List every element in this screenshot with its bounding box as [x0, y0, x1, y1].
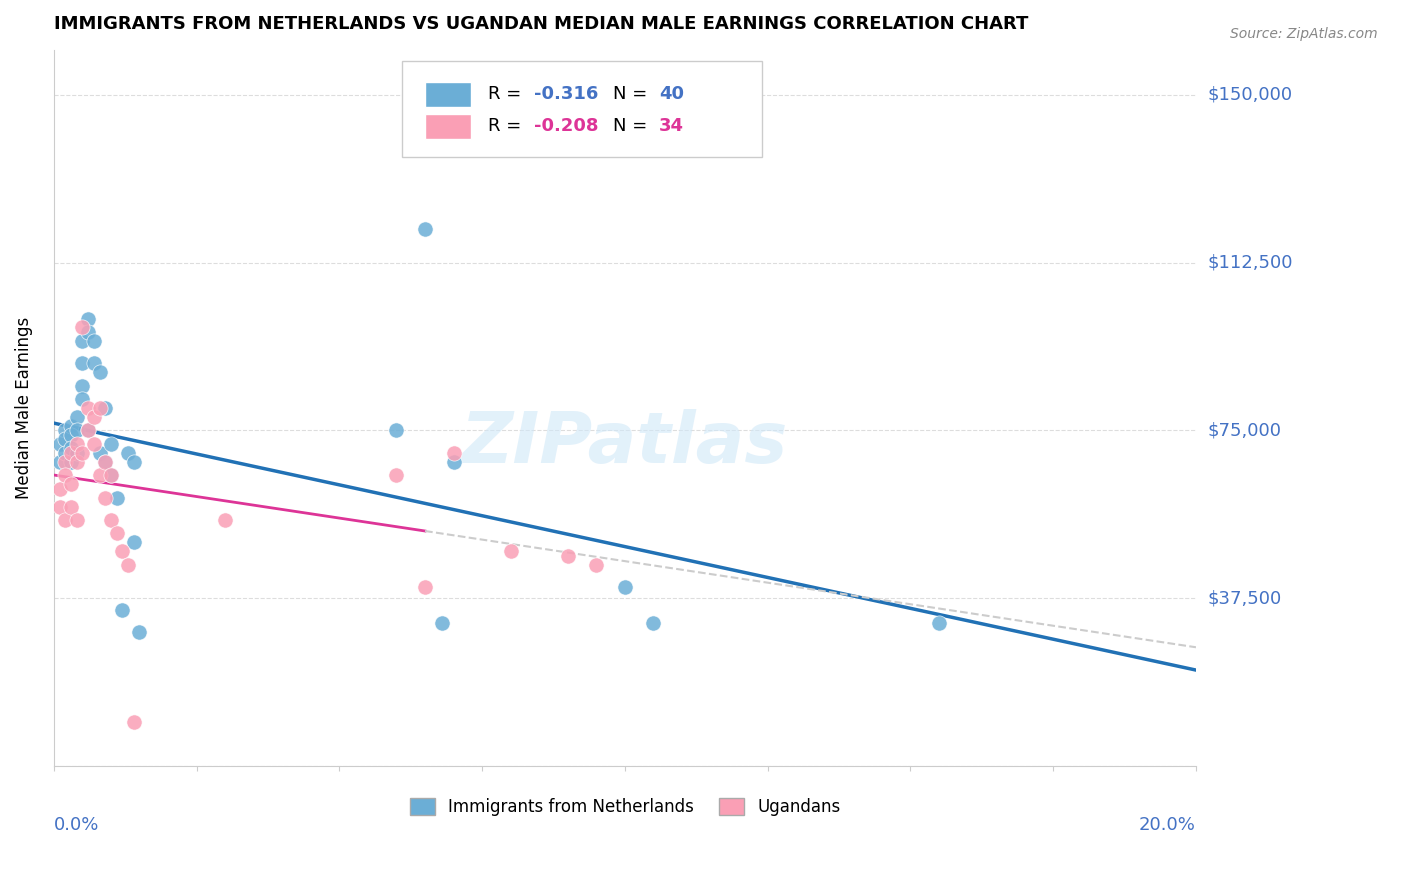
Point [72, 320, 94, 334]
FancyBboxPatch shape [425, 82, 471, 107]
Point [122, 455, 145, 469]
Point [59, 419, 82, 434]
Point [557, 549, 579, 563]
Point [72, 334, 94, 348]
Point [72, 392, 94, 406]
Point [111, 602, 134, 616]
Point [72, 356, 94, 370]
Point [66, 455, 89, 469]
Text: 20.0%: 20.0% [1139, 816, 1197, 835]
Point [100, 468, 122, 483]
Point [122, 714, 145, 729]
Point [53, 424, 76, 438]
Point [117, 558, 139, 572]
Point [499, 544, 522, 558]
Text: R =: R = [488, 86, 527, 103]
Point [100, 468, 122, 483]
Point [128, 624, 150, 639]
Point [385, 424, 408, 438]
Point [48, 437, 70, 451]
Point [66, 410, 89, 425]
Point [53, 433, 76, 447]
Point [105, 491, 128, 505]
Point [59, 477, 82, 491]
Point [94, 491, 117, 505]
Text: N =: N = [613, 118, 654, 136]
Text: 0.0%: 0.0% [53, 816, 100, 835]
Point [59, 500, 82, 514]
Text: IMMIGRANTS FROM NETHERLANDS VS UGANDAN MEDIAN MALE EARNINGS CORRELATION CHART: IMMIGRANTS FROM NETHERLANDS VS UGANDAN M… [53, 15, 1028, 33]
Text: $75,000: $75,000 [1208, 421, 1281, 440]
Point [214, 513, 236, 527]
Point [89, 365, 111, 379]
Point [443, 455, 465, 469]
Point [59, 442, 82, 456]
Point [59, 455, 82, 469]
Point [83, 437, 105, 451]
Point [77, 424, 100, 438]
Point [94, 455, 117, 469]
Point [928, 615, 950, 630]
Point [83, 356, 105, 370]
Text: -0.208: -0.208 [533, 118, 598, 136]
Point [72, 446, 94, 460]
Point [413, 580, 436, 594]
Point [53, 446, 76, 460]
Point [66, 446, 89, 460]
Point [94, 455, 117, 469]
Text: N =: N = [613, 86, 654, 103]
Point [48, 500, 70, 514]
Point [89, 401, 111, 415]
Text: 34: 34 [659, 118, 685, 136]
Point [122, 535, 145, 549]
Text: $37,500: $37,500 [1208, 590, 1281, 607]
Point [613, 580, 636, 594]
Point [53, 455, 76, 469]
Text: R =: R = [488, 118, 527, 136]
Point [643, 615, 665, 630]
Text: $150,000: $150,000 [1208, 86, 1292, 103]
Point [66, 424, 89, 438]
Text: ZIPatlas: ZIPatlas [461, 409, 789, 478]
Point [77, 325, 100, 339]
Point [59, 428, 82, 442]
Text: 40: 40 [659, 86, 685, 103]
Point [117, 446, 139, 460]
Point [385, 468, 408, 483]
Point [105, 526, 128, 541]
Point [77, 424, 100, 438]
Y-axis label: Median Male Earnings: Median Male Earnings [15, 317, 32, 500]
Point [111, 544, 134, 558]
Point [100, 513, 122, 527]
Point [77, 401, 100, 415]
Text: Source: ZipAtlas.com: Source: ZipAtlas.com [1230, 27, 1378, 41]
Point [53, 513, 76, 527]
Point [413, 222, 436, 236]
Point [66, 437, 89, 451]
Text: $112,500: $112,500 [1208, 253, 1292, 271]
Point [83, 334, 105, 348]
Legend: Immigrants from Netherlands, Ugandans: Immigrants from Netherlands, Ugandans [404, 791, 846, 822]
Point [48, 482, 70, 496]
Point [53, 468, 76, 483]
Point [430, 615, 453, 630]
Point [66, 513, 89, 527]
FancyBboxPatch shape [402, 61, 762, 157]
Text: -0.316: -0.316 [533, 86, 598, 103]
Point [48, 455, 70, 469]
Point [59, 446, 82, 460]
Point [77, 311, 100, 326]
Point [72, 378, 94, 392]
FancyBboxPatch shape [425, 114, 471, 139]
Point [89, 468, 111, 483]
Point [585, 558, 607, 572]
Point [100, 437, 122, 451]
Point [89, 446, 111, 460]
Point [83, 410, 105, 425]
Point [94, 401, 117, 415]
Point [443, 446, 465, 460]
